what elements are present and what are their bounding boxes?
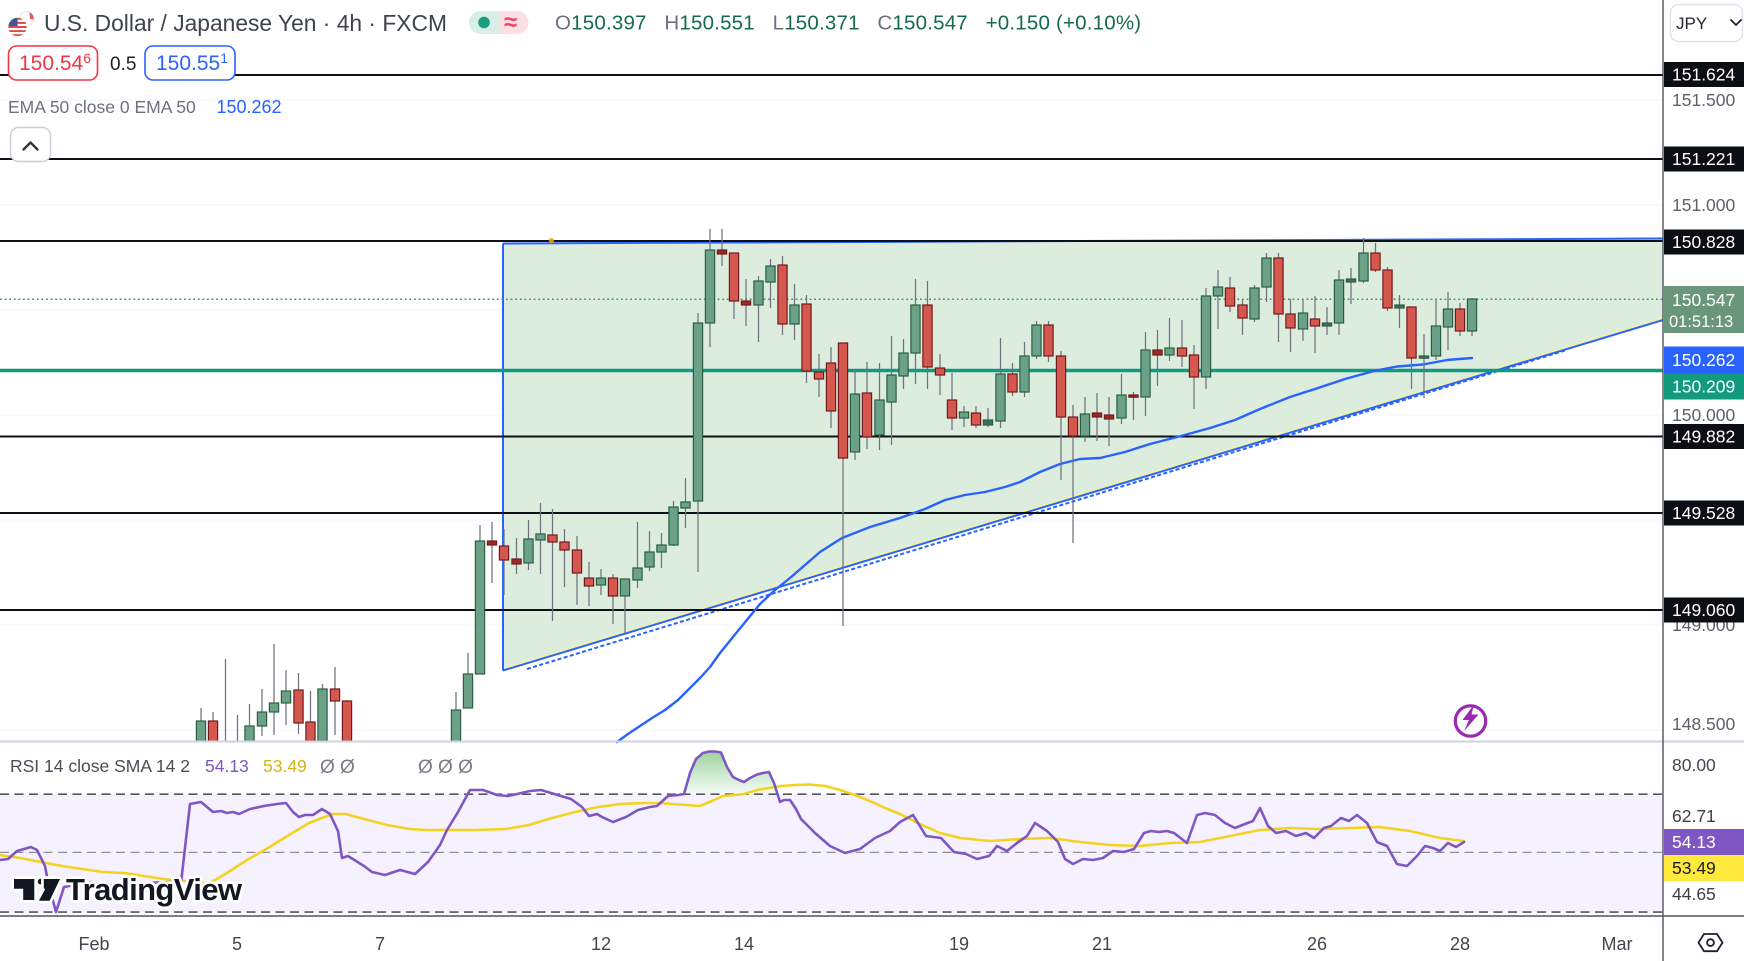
svg-text:80.00: 80.00 — [1672, 755, 1716, 775]
svg-text:U.S. Dollar / Japanese Yen · 4: U.S. Dollar / Japanese Yen · 4h · FXCM — [44, 10, 447, 36]
svg-text:RSI 14 close SMA 14 2: RSI 14 close SMA 14 2 — [10, 756, 190, 776]
svg-text:151.624: 151.624 — [1672, 65, 1736, 85]
svg-text:44.65: 44.65 — [1672, 884, 1716, 904]
svg-text:150.209: 150.209 — [1672, 377, 1735, 397]
svg-text:149.060: 149.060 — [1672, 600, 1736, 620]
svg-text:150.262: 150.262 — [1672, 350, 1735, 370]
svg-text:54.13: 54.13 — [205, 756, 249, 776]
svg-text:TradingView: TradingView — [66, 872, 243, 907]
svg-text:151.500: 151.500 — [1672, 90, 1736, 110]
svg-text:148.500: 148.500 — [1672, 714, 1736, 734]
svg-text:JPY: JPY — [1676, 14, 1707, 33]
svg-text:Feb: Feb — [78, 934, 109, 954]
svg-text:149.528: 149.528 — [1672, 503, 1735, 523]
svg-text:≈: ≈ — [504, 9, 517, 36]
svg-text:53.49: 53.49 — [1672, 858, 1716, 878]
svg-text:Mar: Mar — [1602, 934, 1633, 954]
svg-text:O150.397 H150.551 L150.371: O150.397 H150.551 L150.371 C150.547 +0.1… — [555, 12, 1141, 35]
svg-text:150.000: 150.000 — [1672, 405, 1736, 425]
svg-text:150.262: 150.262 — [217, 97, 282, 117]
svg-text:62.71: 62.71 — [1672, 806, 1716, 826]
svg-text:53.49: 53.49 — [263, 756, 307, 776]
svg-text:28: 28 — [1450, 934, 1470, 954]
svg-text:19: 19 — [949, 934, 969, 954]
svg-text:150.547: 150.547 — [1672, 290, 1735, 310]
svg-text:54.13: 54.13 — [1672, 832, 1716, 852]
svg-text:150.551: 150.551 — [156, 50, 228, 75]
svg-text:150.546: 150.546 — [19, 50, 91, 75]
svg-text:151.221: 151.221 — [1672, 149, 1735, 169]
svg-text:01:51:13: 01:51:13 — [1669, 313, 1733, 331]
svg-text:Ø Ø Ø: Ø Ø Ø — [418, 757, 473, 778]
svg-text:Ø Ø: Ø Ø — [320, 757, 355, 778]
svg-text:149.882: 149.882 — [1672, 427, 1735, 447]
svg-text:5: 5 — [232, 934, 242, 954]
svg-text:EMA 50 close 0 EMA 50: EMA 50 close 0 EMA 50 — [8, 97, 196, 117]
svg-text:26: 26 — [1307, 934, 1327, 954]
svg-text:151.000: 151.000 — [1672, 195, 1736, 215]
svg-text:14: 14 — [734, 934, 754, 954]
svg-text:12: 12 — [591, 934, 611, 954]
svg-text:0.5: 0.5 — [110, 54, 136, 75]
svg-text:21: 21 — [1092, 934, 1112, 954]
svg-text:150.828: 150.828 — [1672, 232, 1735, 252]
svg-text:7: 7 — [375, 934, 385, 954]
